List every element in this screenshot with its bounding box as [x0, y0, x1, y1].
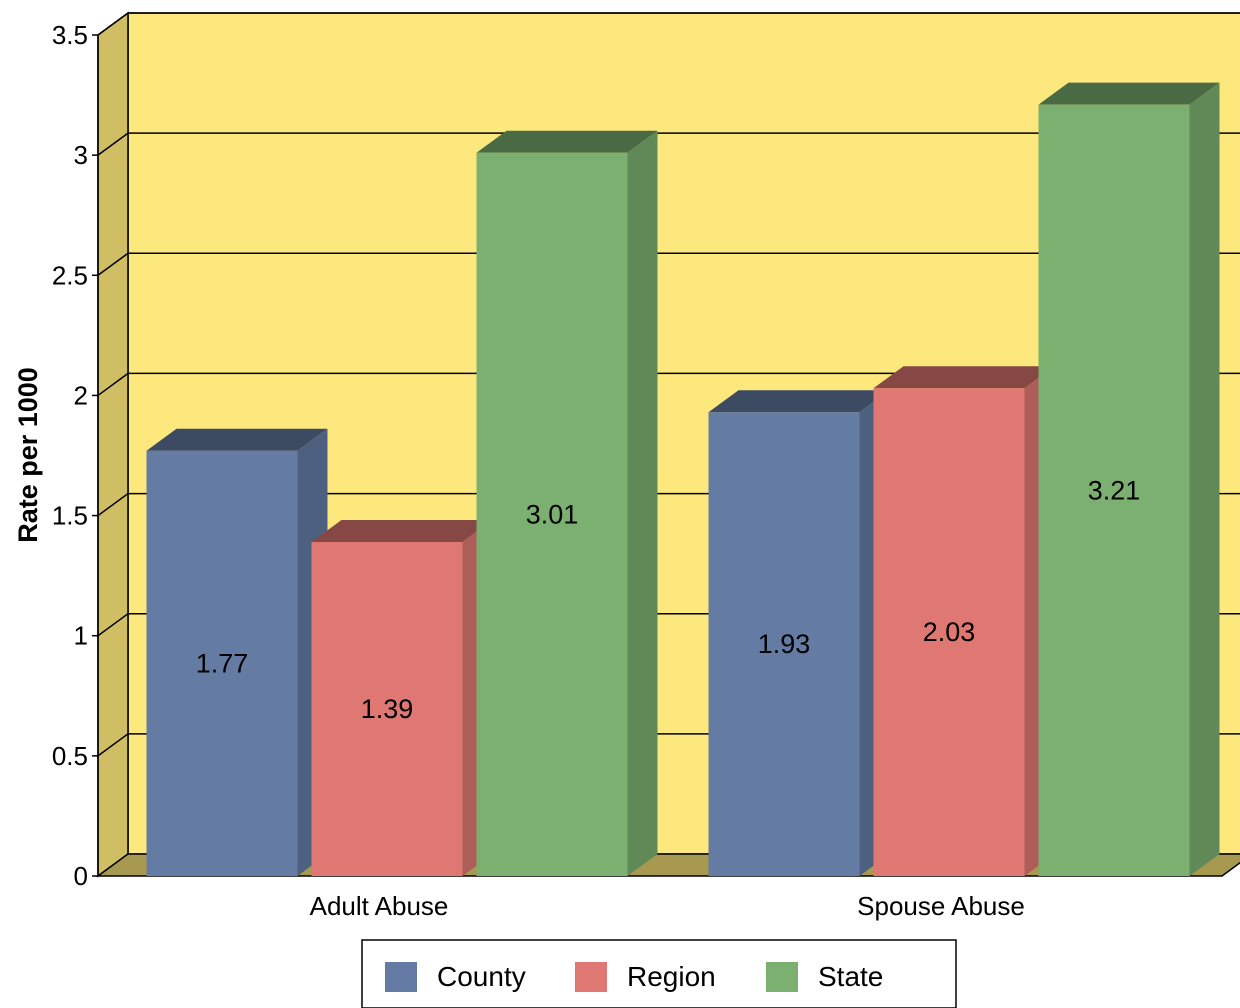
- legend-swatch: [575, 962, 607, 992]
- bar-front: [1038, 104, 1190, 876]
- gridline: [97, 132, 1240, 156]
- legend-label: State: [818, 961, 883, 992]
- legend-box: [361, 939, 957, 1008]
- bar: 3.21: [1038, 82, 1220, 876]
- bar: 1.77: [146, 428, 328, 876]
- bar-front: [708, 412, 860, 876]
- bar: 1.93: [708, 390, 890, 876]
- bar-top: [146, 428, 328, 451]
- y-tick-label: 2: [74, 380, 88, 410]
- bar-value-label: 3.01: [526, 499, 579, 529]
- bar-front: [873, 388, 1025, 876]
- y-axis-title: Rate per 1000: [13, 367, 43, 543]
- bar-side: [627, 130, 658, 877]
- y-tick-label: 3.5: [52, 20, 88, 50]
- x-axis-categories: Adult Abuse Spouse Abuse: [310, 891, 1025, 921]
- bar-side: [1189, 82, 1220, 876]
- legend: County Region State: [361, 939, 957, 1008]
- bar-front: [476, 152, 628, 877]
- bar-front: [146, 450, 298, 876]
- bar-value-label: 1.93: [758, 629, 811, 659]
- bar-top: [873, 366, 1055, 389]
- y-tick-label: 0: [74, 861, 88, 891]
- legend-label: Region: [627, 961, 716, 992]
- bar: 3.01: [476, 130, 658, 877]
- bar-value-label: 3.21: [1088, 475, 1141, 505]
- side-wall: [97, 11, 129, 878]
- bar-value-label: 2.03: [923, 617, 976, 647]
- y-tick-label: 0.5: [52, 741, 88, 771]
- bar-top: [476, 130, 658, 153]
- bars: 1.77 1.39 3.01 1.93 2.03 3.21: [146, 82, 1220, 877]
- y-tick-label: 2.5: [52, 260, 88, 290]
- gridline: [97, 12, 1240, 36]
- y-tick-label: 1.5: [52, 501, 88, 531]
- y-tick-label: 3: [74, 140, 88, 170]
- x-category-label: Spouse Abuse: [857, 891, 1025, 921]
- legend-swatch: [766, 962, 798, 992]
- bar-top: [311, 520, 493, 543]
- bar-value-label: 1.39: [361, 694, 414, 724]
- gridline: [97, 372, 1240, 397]
- bar-front: [311, 542, 463, 876]
- bar-value-label: 1.77: [196, 648, 249, 678]
- gridline: [97, 252, 1240, 276]
- bar: 2.03: [873, 366, 1055, 876]
- bar-top: [1038, 82, 1220, 105]
- legend-swatch: [385, 962, 417, 992]
- bar-top: [708, 390, 890, 413]
- bar: 1.39: [311, 520, 493, 876]
- y-axis-ticks: 0 0.5 1 1.5 2 2.5 3 3.5: [52, 20, 99, 891]
- y-tick-label: 1: [74, 621, 88, 651]
- x-category-label: Adult Abuse: [310, 891, 449, 921]
- legend-label: County: [437, 961, 526, 992]
